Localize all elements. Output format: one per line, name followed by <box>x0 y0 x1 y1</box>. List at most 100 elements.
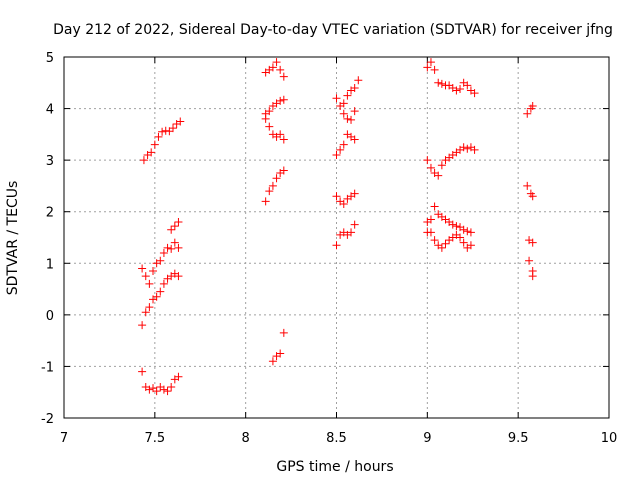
data-point <box>470 89 479 98</box>
data-point <box>279 166 288 175</box>
data-point <box>463 144 472 153</box>
data-point <box>272 58 281 67</box>
data-point <box>459 238 468 247</box>
data-point <box>430 236 439 245</box>
x-tick-label: 10 <box>601 431 618 446</box>
data-point <box>523 109 532 118</box>
data-points <box>138 58 537 396</box>
data-point <box>437 79 446 88</box>
data-point <box>279 72 288 81</box>
y-tick-label: -1 <box>41 360 54 375</box>
x-tick-label: 7.5 <box>144 431 165 446</box>
data-point <box>339 109 348 118</box>
data-point <box>452 86 461 95</box>
data-point <box>159 279 168 288</box>
data-point <box>261 197 270 206</box>
data-point <box>350 107 359 116</box>
chart-title: Day 212 of 2022, Sidereal Day-to-day VTE… <box>53 22 613 38</box>
x-tick-label: 9 <box>423 431 431 446</box>
y-axis-label: SDTVAR / TECUs <box>5 181 21 296</box>
data-point <box>523 181 532 190</box>
data-point <box>138 264 147 273</box>
data-point <box>176 117 185 126</box>
data-point <box>152 387 161 396</box>
y-tick-label: 3 <box>46 154 54 169</box>
data-point <box>347 228 356 237</box>
data-point <box>332 94 341 103</box>
data-point <box>456 84 465 93</box>
data-point <box>261 109 270 118</box>
data-point <box>276 130 285 139</box>
data-point <box>525 256 534 265</box>
data-point <box>350 135 359 144</box>
data-point <box>276 65 285 74</box>
data-point <box>170 238 179 247</box>
data-point <box>430 202 439 211</box>
data-point <box>138 367 147 376</box>
data-point <box>448 220 457 229</box>
x-tick-label: 9.5 <box>508 431 529 446</box>
data-point <box>170 222 179 231</box>
y-tick-label: -2 <box>41 412 54 427</box>
x-axis-label: GPS time / hours <box>276 459 393 475</box>
x-tick-label: 7 <box>60 431 68 446</box>
data-point <box>279 95 288 104</box>
data-point <box>336 145 345 154</box>
data-point <box>470 145 479 154</box>
data-point <box>343 114 352 123</box>
data-point <box>347 115 356 124</box>
data-point <box>268 63 277 72</box>
data-point <box>147 148 156 157</box>
data-point <box>350 189 359 198</box>
data-point <box>154 132 163 141</box>
x-tick-label: 8 <box>242 431 250 446</box>
data-point <box>452 222 461 231</box>
data-point <box>350 220 359 229</box>
data-point <box>272 174 281 183</box>
data-point <box>159 248 168 257</box>
data-point <box>174 272 183 281</box>
data-point <box>141 308 150 317</box>
data-point <box>463 227 472 236</box>
data-point <box>441 239 450 248</box>
data-point <box>158 127 167 136</box>
data-point <box>332 192 341 201</box>
data-point <box>145 279 154 288</box>
data-point <box>150 140 159 149</box>
data-point <box>354 76 363 85</box>
data-point <box>466 241 475 250</box>
data-point <box>332 241 341 250</box>
data-point <box>138 321 147 330</box>
data-point <box>466 228 475 237</box>
axis-ticks: 7 7.5 8 8.5 9 9.5 10 -2 -1 0 1 2 3 4 5 <box>41 51 617 446</box>
data-point <box>332 150 341 159</box>
data-point <box>528 192 537 201</box>
data-point <box>156 256 165 265</box>
data-point <box>152 292 161 301</box>
data-point <box>463 81 472 90</box>
y-tick-label: 1 <box>46 257 54 272</box>
data-point <box>163 387 172 396</box>
data-point <box>156 287 165 296</box>
data-point <box>434 171 443 180</box>
data-point <box>426 163 435 172</box>
y-tick-label: 0 <box>46 309 54 324</box>
data-point <box>437 161 446 170</box>
data-point <box>528 101 537 110</box>
data-point <box>430 65 439 74</box>
data-point <box>161 126 170 135</box>
data-point <box>167 244 176 253</box>
data-point <box>437 243 446 252</box>
data-point <box>528 238 537 247</box>
data-point <box>459 143 468 152</box>
data-point <box>265 187 274 196</box>
data-point <box>459 225 468 234</box>
data-point <box>276 96 285 105</box>
y-tick-label: 5 <box>46 51 54 66</box>
data-point <box>279 328 288 337</box>
data-point <box>339 99 348 108</box>
data-point <box>339 199 348 208</box>
data-point <box>279 135 288 144</box>
data-point <box>265 122 274 131</box>
